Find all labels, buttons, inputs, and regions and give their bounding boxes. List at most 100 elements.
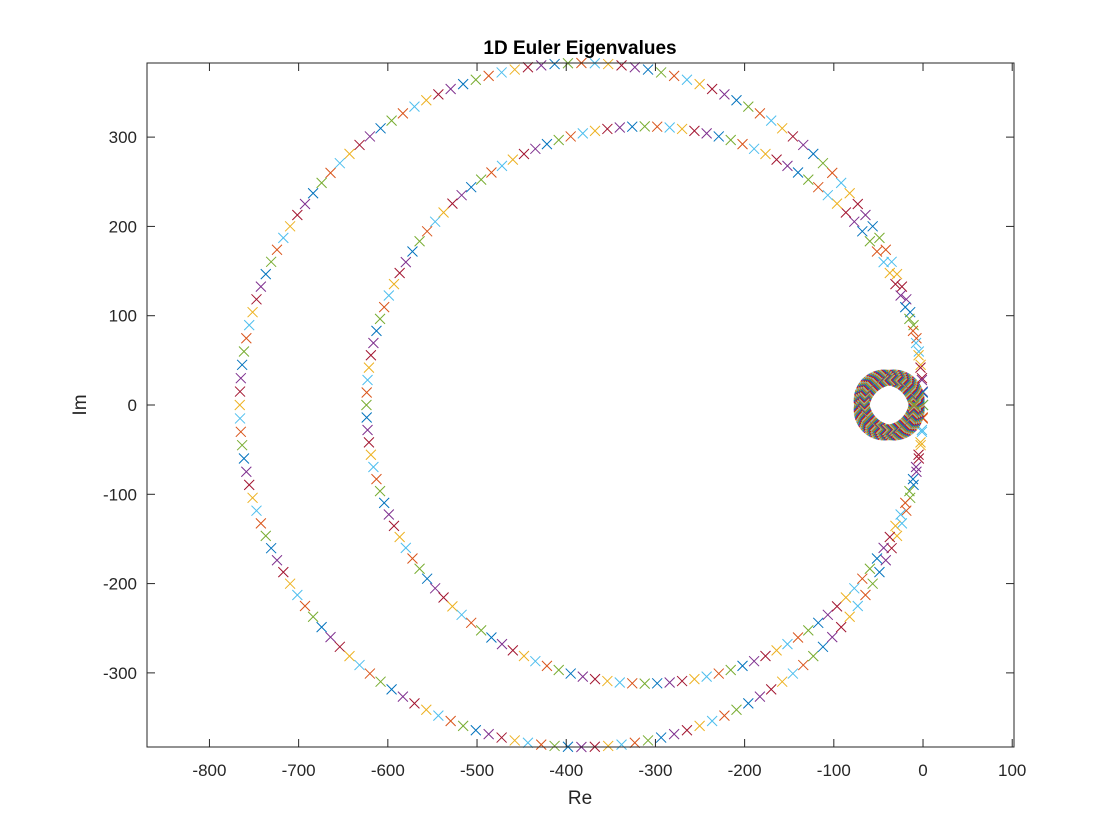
data-point [243, 319, 255, 331]
data-point [822, 189, 834, 201]
data-point [787, 668, 799, 679]
data-point [915, 437, 926, 448]
data-point [325, 167, 336, 179]
data-point [765, 115, 777, 126]
data-point [676, 675, 688, 687]
data-point [535, 60, 547, 71]
data-point [731, 94, 742, 106]
data-point [375, 676, 386, 688]
data-point [496, 160, 508, 172]
data-point [420, 94, 432, 106]
data-point [507, 644, 519, 656]
data-point [864, 563, 876, 575]
data-point [549, 58, 560, 70]
data-point [835, 621, 847, 633]
data-point [826, 167, 838, 179]
data-point [409, 101, 420, 112]
data-point [291, 209, 303, 221]
data-point [243, 479, 255, 491]
data-point [518, 148, 530, 160]
data-point [878, 542, 889, 554]
data-point [362, 374, 373, 386]
data-point [247, 306, 258, 318]
data-point [896, 518, 908, 529]
data-point [910, 337, 922, 349]
data-point [760, 650, 771, 662]
data-point [383, 290, 395, 301]
data-point [456, 189, 467, 201]
data-point [445, 715, 457, 727]
data-point [334, 641, 346, 653]
x-tick-label: -400 [549, 761, 583, 780]
data-point [362, 424, 373, 436]
data-point [797, 659, 809, 671]
data-point [886, 256, 897, 268]
data-point [316, 177, 327, 189]
data-point [742, 101, 754, 112]
data-point [802, 625, 814, 636]
data-point [251, 505, 262, 517]
data-point [776, 676, 788, 688]
y-tick-label: 100 [109, 307, 137, 326]
data-point [400, 542, 412, 554]
data-point [867, 220, 879, 232]
data-point [433, 89, 444, 100]
data-point [812, 181, 824, 193]
data-point [915, 362, 926, 373]
data-point [807, 650, 819, 662]
data-point [364, 131, 376, 142]
data-point [277, 566, 289, 578]
data-point [874, 232, 885, 244]
data-point [915, 439, 927, 451]
data-point [522, 61, 534, 73]
data-point [541, 660, 553, 672]
data-point [365, 449, 377, 461]
data-point [307, 611, 319, 623]
data-point [782, 638, 793, 650]
data-point [626, 677, 638, 689]
data-point [589, 125, 601, 137]
data-point [668, 728, 680, 740]
data-point [890, 520, 901, 532]
data-point [541, 138, 553, 150]
data-point [271, 554, 283, 566]
data-point [694, 720, 705, 732]
data-point [899, 301, 911, 313]
data-point [421, 225, 433, 237]
data-point [910, 461, 922, 473]
data-point [549, 740, 560, 752]
data-point [334, 157, 346, 169]
data-point [817, 641, 829, 653]
data-point [895, 290, 906, 301]
data-point [754, 108, 766, 119]
data-point [701, 128, 713, 139]
data-point [284, 220, 296, 232]
data-point [255, 518, 267, 529]
data-point [260, 530, 272, 542]
data-point [664, 122, 676, 133]
data-point [916, 426, 928, 438]
data-point [651, 121, 663, 133]
data-point [792, 167, 804, 178]
data-point [908, 403, 920, 415]
data-point [375, 122, 386, 134]
data-point [238, 453, 250, 464]
data-point [475, 625, 487, 636]
y-tick-label: 300 [109, 128, 137, 147]
data-point [719, 89, 730, 100]
data-point [639, 678, 651, 689]
data-point [374, 485, 386, 497]
data-point [553, 134, 565, 146]
y-axis-label: Im [70, 394, 91, 415]
data-point [235, 426, 247, 438]
data-point [299, 198, 311, 210]
data-point [486, 167, 497, 178]
data-point [236, 439, 248, 451]
x-tick-label: 0 [918, 761, 927, 780]
data-point [354, 659, 365, 671]
data-point [911, 332, 922, 344]
data-point [354, 139, 365, 151]
data-point [388, 520, 400, 532]
data-point [681, 74, 693, 86]
